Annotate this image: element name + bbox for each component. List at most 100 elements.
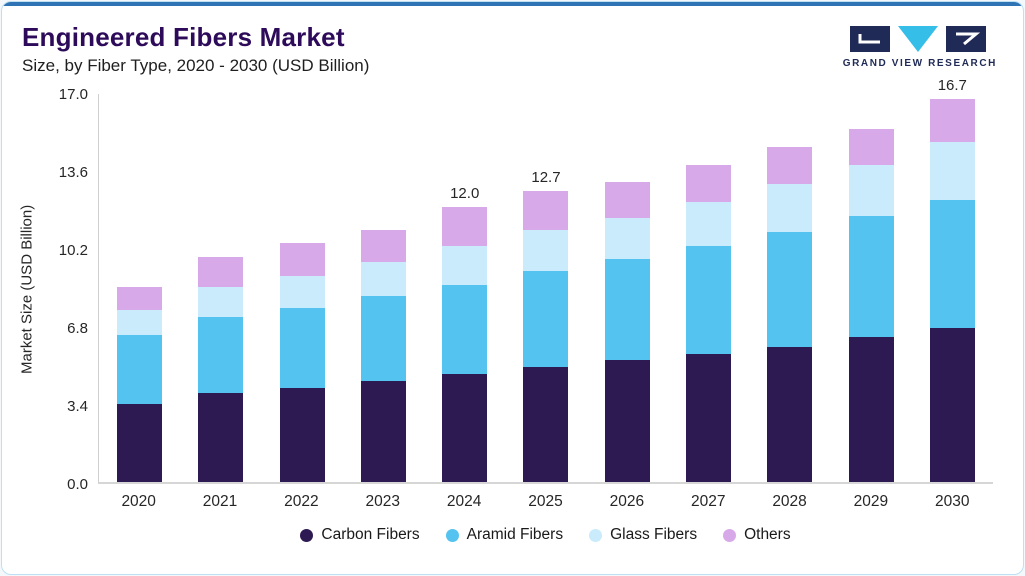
- bar-column-2029: [830, 94, 911, 482]
- plot-column: 12.0 12.7 16.7 2020 2021 2022 2023 2024 2025 202…: [98, 77, 993, 544]
- y-tick-label: 17.0: [58, 86, 88, 103]
- bar-segment-aramid-fibers: [685, 245, 731, 354]
- bar-segment-others: [198, 257, 244, 288]
- bar-segment-others: [767, 147, 813, 184]
- bar-stack: [442, 206, 488, 482]
- page-title: Engineered Fibers Market: [22, 22, 345, 52]
- bar-segment-others: [848, 128, 894, 166]
- bar-stack: [117, 287, 163, 482]
- bar-segment-others: [929, 98, 975, 143]
- bar-segment-others: [360, 229, 406, 262]
- chart-header: Engineered Fibers Market Size, by Fiber …: [2, 6, 1023, 76]
- bar-stack: [929, 98, 975, 482]
- bar-column-2025: 12.7: [505, 94, 586, 482]
- bar-segment-glass-fibers: [929, 142, 975, 200]
- y-tick-label: 6.8: [67, 320, 88, 337]
- bar-segment-carbon-fibers: [360, 381, 406, 482]
- legend-item-carbon-fibers: Carbon Fibers: [300, 526, 420, 544]
- legend-label: Aramid Fibers: [466, 526, 564, 543]
- bar-segment-aramid-fibers: [604, 259, 650, 361]
- bar-segment-aramid-fibers: [767, 231, 813, 347]
- bar-segment-aramid-fibers: [198, 316, 244, 393]
- legend-item-others: Others: [723, 526, 791, 544]
- bar-segment-others: [442, 206, 488, 246]
- bar-segment-glass-fibers: [442, 245, 488, 285]
- bar-column-2022: [262, 94, 343, 482]
- bar-segment-aramid-fibers: [523, 270, 569, 368]
- bar-column-2023: [343, 94, 424, 482]
- top-accent-bar: [2, 2, 1023, 6]
- x-axis-label: 2025: [528, 493, 563, 510]
- bar-segment-carbon-fibers: [198, 392, 244, 482]
- bar-segment-carbon-fibers: [442, 374, 488, 482]
- bar-segment-carbon-fibers: [929, 328, 975, 482]
- bar-value-label: 12.0: [450, 184, 480, 202]
- bar-stack: [523, 190, 569, 482]
- bar-stack: [279, 243, 325, 482]
- bar-segment-carbon-fibers: [523, 367, 569, 482]
- bar-column-2024: 12.0: [424, 94, 505, 482]
- bar-column-2030: 16.7: [912, 77, 993, 482]
- bar-stack: [685, 165, 731, 482]
- bar-segment-aramid-fibers: [117, 335, 163, 404]
- x-axis-label: 2020: [121, 493, 156, 510]
- y-tick-label: 10.2: [58, 242, 88, 259]
- legend-swatch: [723, 528, 737, 542]
- x-axis-label: 2028: [772, 493, 807, 510]
- y-tick-label: 13.6: [58, 164, 88, 181]
- brand-logo-text: GRAND VIEW RESEARCH: [842, 58, 997, 69]
- legend-item-aramid-fibers: Aramid Fibers: [445, 526, 564, 544]
- y-tick-label: 0.0: [67, 476, 88, 493]
- bar-segment-carbon-fibers: [117, 404, 163, 482]
- bar-segment-glass-fibers: [117, 309, 163, 336]
- bar-segment-aramid-fibers: [929, 199, 975, 329]
- x-axis-label: 2026: [609, 493, 645, 510]
- x-axis-labels: 2020 2021 2022 2023 2024 2025 2026 2027 2028 2029…: [98, 493, 993, 511]
- chart-subtitle: Size, by Fiber Type, 2020 - 2030 (USD Bi…: [22, 56, 370, 75]
- legend-swatch: [445, 528, 459, 542]
- bar-segment-glass-fibers: [685, 202, 731, 246]
- bar-segment-aramid-fibers: [279, 307, 325, 388]
- bar-segment-others: [604, 181, 650, 219]
- x-axis-label: 2024: [446, 493, 482, 510]
- x-axis-label: 2021: [202, 493, 238, 510]
- bar-column-2020: [99, 94, 180, 482]
- brand-logo: GRAND VIEW RESEARCH: [843, 24, 997, 69]
- bar-segment-aramid-fibers: [848, 215, 894, 338]
- bar-segment-others: [279, 243, 325, 276]
- bar-column-2026: [587, 94, 668, 482]
- x-axis-label: 2023: [365, 493, 400, 510]
- y-axis-title: Market Size (USD Billion): [18, 204, 36, 374]
- legend-label: Carbon Fibers: [321, 526, 420, 543]
- x-axis-label: 2022: [284, 493, 319, 510]
- bar-segment-glass-fibers: [767, 183, 813, 232]
- title-block: Engineered Fibers Market Size, by Fiber …: [22, 22, 369, 76]
- bar-column-2028: [749, 94, 830, 482]
- legend-swatch: [300, 528, 314, 542]
- legend-label: Others: [744, 526, 791, 543]
- legend-item-glass-fibers: Glass Fibers: [589, 526, 697, 544]
- bar-segment-aramid-fibers: [360, 296, 406, 382]
- bar-segment-glass-fibers: [523, 229, 569, 271]
- bar-stack: [767, 147, 813, 482]
- bar-column-2027: [668, 94, 749, 482]
- x-axis-label: 2029: [853, 493, 889, 510]
- brand-logo-icon: [849, 26, 986, 52]
- bar-segment-others: [523, 190, 569, 230]
- bar-stack: [360, 229, 406, 482]
- bar-segment-carbon-fibers: [685, 353, 731, 482]
- chart-area: Market Size (USD Billion) 0.0 3.4 6.8 10.2 1…: [14, 77, 993, 544]
- chart-legend: Carbon Fibers Aramid Fibers Glass Fibers Ot…: [98, 526, 993, 544]
- x-axis-label: 2027: [690, 493, 726, 510]
- bar-segment-glass-fibers: [360, 261, 406, 297]
- bar-segment-others: [117, 287, 163, 310]
- bar-column-2021: [180, 94, 261, 482]
- bar-value-label: 16.7: [937, 76, 967, 94]
- bar-segment-aramid-fibers: [442, 284, 488, 375]
- y-tick-label: 3.4: [67, 398, 88, 415]
- bar-stack: [198, 257, 244, 482]
- bar-segment-glass-fibers: [848, 165, 894, 216]
- bar-segment-glass-fibers: [279, 275, 325, 308]
- bar-segment-carbon-fibers: [848, 337, 894, 482]
